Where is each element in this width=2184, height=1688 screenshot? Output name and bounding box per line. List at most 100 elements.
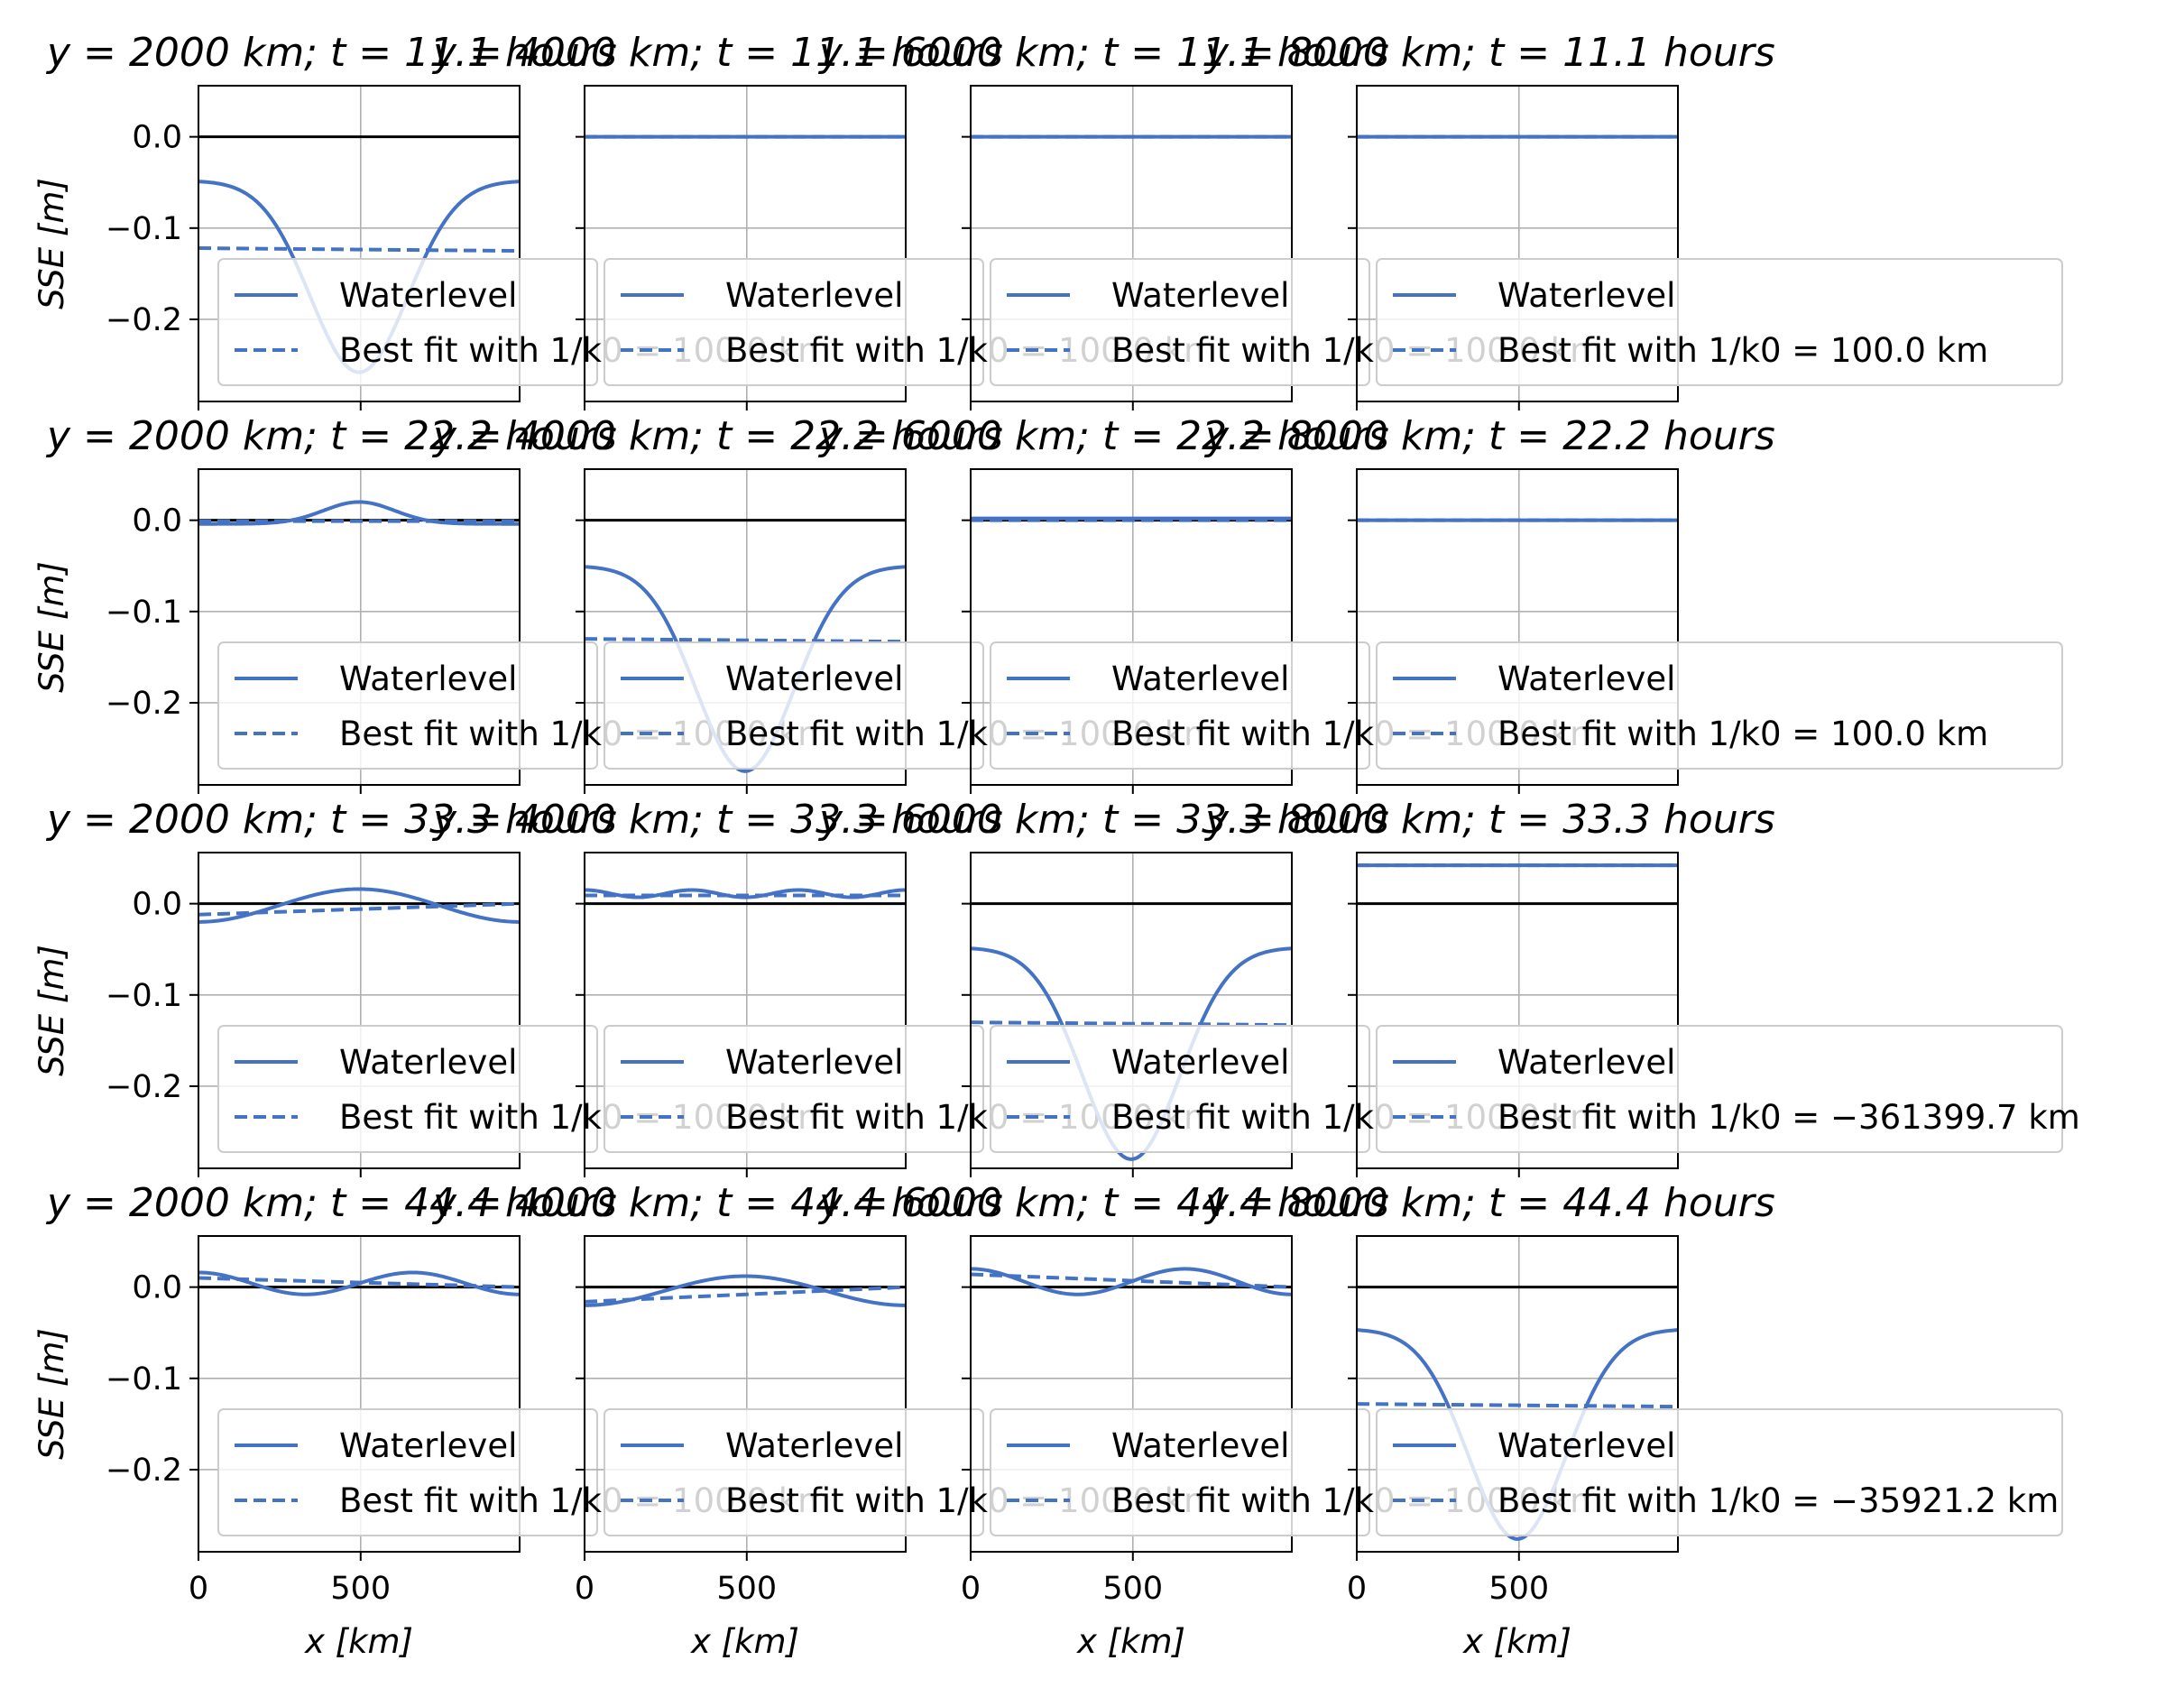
- legend-box: [604, 1408, 984, 1536]
- best-fit-line: [971, 1020, 1292, 1028]
- best-fit-line: [585, 1285, 906, 1304]
- legend-waterlevel-label: Waterlevel: [725, 1426, 903, 1465]
- y-tick-label: −0.2: [106, 1069, 182, 1105]
- axes-frame: [1356, 85, 1679, 402]
- panel-1-4: y = 8000 km; t = 11.1 hours Waterlevel Bes…: [1203, 30, 2063, 410]
- panel-4-4: 0 500 x [km] y = 8000 km; t = 44.4 hours Wat…: [1203, 1180, 2063, 1661]
- best-fit-line: [198, 901, 520, 917]
- legend: Waterlevel Best fit with 1/k0 = −361399.7…: [1376, 1025, 2080, 1153]
- legend-waterlevel-label: Waterlevel: [1111, 1426, 1289, 1465]
- axes-frame: [1356, 852, 1679, 1169]
- axes-frame: [970, 468, 1293, 786]
- plot-area: [585, 1274, 906, 1307]
- legend-box: [990, 1408, 1370, 1536]
- axes-frame: [1356, 1235, 1679, 1553]
- legend-waterlevel-label: Waterlevel: [1111, 1043, 1289, 1082]
- legend-waterlevel-label: Waterlevel: [725, 1043, 903, 1082]
- y-axis-label: SSE [m]: [32, 561, 71, 693]
- waterlevel-line: [198, 500, 520, 526]
- axes-frame: [198, 852, 521, 1169]
- panel-title: y = 6000 km; t = 22.2 hours: [817, 413, 1389, 459]
- axes-frame: [970, 85, 1293, 402]
- y-tick-label: 0.0: [132, 887, 182, 923]
- plot-area: [971, 1267, 1292, 1296]
- panel-title: y = 4000 km; t = 44.4 hours: [431, 1180, 1003, 1226]
- plot-area: [971, 516, 1292, 522]
- x-tick-label: 0: [575, 1571, 594, 1607]
- legend-waterlevel-label: Waterlevel: [1497, 1426, 1675, 1465]
- y-tick-label: −0.2: [106, 686, 182, 722]
- panel-3-2: y = 4000 km; t = 33.3 hoursWaterlevelBes…: [431, 797, 1216, 1177]
- axes-frame: [198, 85, 521, 402]
- x-tick-label: 500: [716, 1571, 777, 1607]
- waterlevel-line: [585, 888, 906, 899]
- y-tick-label: 0.0: [132, 120, 182, 156]
- panel-3-3: y = 6000 km; t = 33.3 hoursWaterlevelBes…: [817, 797, 1602, 1177]
- panel-title: y = 4000 km; t = 33.3 hours: [431, 797, 1003, 843]
- panel-title: y = 2000 km; t = 44.4 hours: [45, 1180, 617, 1226]
- axes-frame: [584, 85, 907, 402]
- axes-frame: [584, 1235, 907, 1553]
- axes-frame: [198, 468, 521, 786]
- legend-box: [604, 1025, 984, 1153]
- axes-frame: [970, 1235, 1293, 1553]
- y-tick-label: 0.0: [132, 1270, 182, 1306]
- legend-waterlevel-label: Waterlevel: [1497, 276, 1675, 315]
- legend-waterlevel-label: Waterlevel: [725, 276, 903, 315]
- legend-box: [217, 258, 598, 386]
- panel-title: y = 8000 km; t = 44.4 hours: [1203, 1180, 1775, 1226]
- waterlevel-line: [585, 565, 906, 773]
- axes-frame: [1356, 468, 1679, 786]
- legend-bestfit-label: Best fit with 1/k0 = −35921.2 km: [1497, 1481, 2059, 1520]
- legend-waterlevel-label: Waterlevel: [339, 276, 517, 315]
- plot-area: [585, 519, 906, 773]
- plot-area: [585, 888, 906, 906]
- legend-box: [990, 641, 1370, 770]
- x-axis-label: x [km]: [690, 1622, 799, 1661]
- axes-frame: [584, 852, 907, 1169]
- y-tick-label: −0.1: [106, 978, 182, 1014]
- legend: Waterlevel Best fit with 1/k0 = −35921.2 …: [1376, 1408, 2063, 1536]
- legend-waterlevel-label: Waterlevel: [725, 660, 903, 698]
- legend-bestfit-label: Best fit with 1/k0 = 100.0 km: [1497, 715, 1988, 753]
- panel-2-3: y = 6000 km; t = 22.2 hoursWaterlevelBes…: [817, 413, 1602, 794]
- panel-2-4: y = 8000 km; t = 22.2 hours Waterlevel Bes…: [1203, 413, 2063, 794]
- best-fit-line: [198, 246, 520, 254]
- y-tick-label: 0.0: [132, 503, 182, 540]
- legend-bestfit-label: Best fit with 1/k0 = −361399.7 km: [1497, 1098, 2080, 1137]
- plot-area: [971, 902, 1292, 1161]
- legend-waterlevel-label: Waterlevel: [1497, 1043, 1675, 1082]
- x-tick-label: 0: [1347, 1571, 1367, 1607]
- legend-box: [990, 258, 1370, 386]
- panel-title: y = 6000 km; t = 44.4 hours: [817, 1180, 1389, 1226]
- panel-title: y = 6000 km; t = 33.3 hours: [817, 797, 1389, 843]
- axes-frame: [584, 468, 907, 786]
- legend-waterlevel-label: Waterlevel: [1111, 660, 1289, 698]
- panel-title: y = 6000 km; t = 11.1 hours: [817, 30, 1389, 76]
- panel-3-4: y = 8000 km; t = 33.3 hours Waterlevel Bes…: [1203, 797, 2080, 1177]
- panel-3-1: 0.0 −0.1 −0.2 SSE [m] y = 2000 km; t = 33.3 …: [32, 797, 830, 1177]
- legend-waterlevel-label: Waterlevel: [339, 1043, 517, 1082]
- x-axis-label: x [km]: [1462, 1622, 1571, 1661]
- legend-waterlevel-label: Waterlevel: [1111, 276, 1289, 315]
- y-tick-label: −0.1: [106, 595, 182, 631]
- legend-box: [217, 1408, 598, 1536]
- plot-area: [198, 500, 520, 526]
- x-axis-label: x [km]: [304, 1622, 413, 1661]
- waterlevel-line: [198, 887, 520, 924]
- panel-title: y = 8000 km; t = 22.2 hours: [1203, 413, 1775, 459]
- legend-box: [217, 1025, 598, 1153]
- panel-title: y = 4000 km; t = 11.1 hours: [431, 30, 1003, 76]
- x-axis-label: x [km]: [1076, 1622, 1185, 1661]
- legend-box: [1376, 1025, 2063, 1153]
- legend-box: [1376, 1408, 2063, 1536]
- waterlevel-line: [1357, 1328, 1678, 1541]
- legend-waterlevel-label: Waterlevel: [339, 660, 517, 698]
- x-tick-label: 500: [1102, 1571, 1163, 1607]
- x-tick-label: 0: [961, 1571, 981, 1607]
- legend-waterlevel-label: Waterlevel: [1497, 660, 1675, 698]
- panel-title: y = 8000 km; t = 11.1 hours: [1203, 30, 1775, 76]
